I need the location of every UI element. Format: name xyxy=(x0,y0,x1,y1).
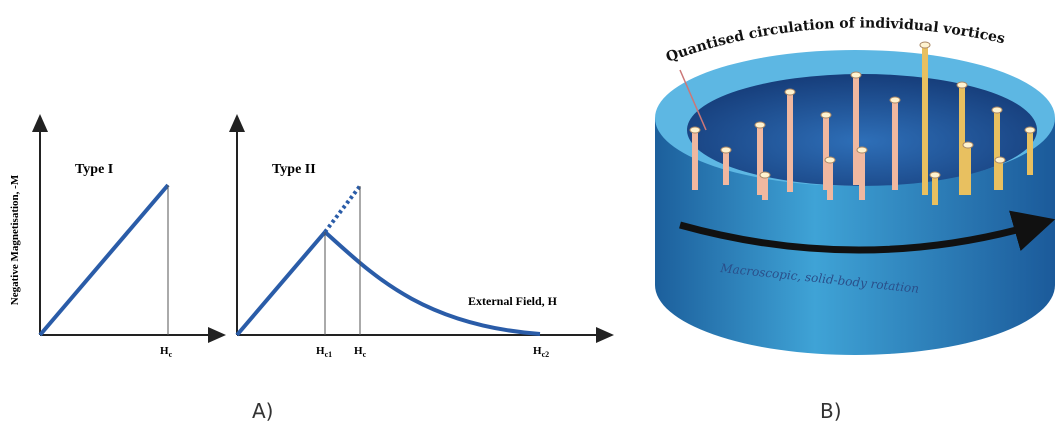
vortex xyxy=(723,150,729,185)
graph-type2: Type II Hc1 Hc Hc2 External Field, H xyxy=(237,122,606,359)
hc1-label: Hc1 xyxy=(316,345,332,359)
vortex xyxy=(1027,130,1033,175)
vortex-top xyxy=(992,107,1002,113)
sub: c2 xyxy=(542,350,550,359)
panel-label: A) xyxy=(252,399,273,423)
vortex-top xyxy=(1025,127,1035,133)
hc2-label: Hc2 xyxy=(533,345,549,359)
vortex xyxy=(827,160,833,200)
y-axis-label: Negative Magnetisation, -M xyxy=(9,174,21,305)
vortex-top xyxy=(821,112,831,118)
vortex-top xyxy=(721,147,731,153)
hc-label: Hc xyxy=(354,345,367,359)
vortex-top xyxy=(760,172,770,178)
figure: Type I Hc Negative Magnetisation, -M Typ… xyxy=(0,0,1064,429)
sub: c1 xyxy=(325,350,333,359)
type1-title: Type I xyxy=(75,162,113,177)
vortex xyxy=(762,175,768,200)
vortex-top xyxy=(930,172,940,178)
vortex-top xyxy=(690,127,700,133)
x-axis-label: External Field, H xyxy=(468,294,558,308)
vortex-top xyxy=(995,157,1005,163)
vortex xyxy=(859,150,865,200)
type2-title: Type II xyxy=(272,162,316,177)
hc-label: Hc xyxy=(160,345,173,359)
vortex-top xyxy=(825,157,835,163)
vortex-top xyxy=(851,72,861,78)
vortex-top xyxy=(785,89,795,95)
sub: c xyxy=(169,350,173,359)
vortex xyxy=(692,130,698,190)
vortex xyxy=(892,100,898,190)
cylinder xyxy=(655,42,1055,355)
vortex-top xyxy=(890,97,900,103)
vortex-top xyxy=(857,147,867,153)
vortex xyxy=(922,45,928,195)
vortex xyxy=(787,92,793,192)
vortex xyxy=(959,85,965,195)
sub: c xyxy=(363,350,367,359)
vortex-top xyxy=(963,142,973,148)
panel-label: B) xyxy=(820,399,842,423)
vortex xyxy=(997,160,1003,190)
vortex-top xyxy=(957,82,967,88)
graph-type1: Type I Hc Negative Magnetisation, -M xyxy=(9,122,218,359)
vortex-top xyxy=(755,122,765,128)
vortex-top xyxy=(920,42,930,48)
vortex xyxy=(965,145,971,195)
vortex xyxy=(853,75,859,185)
vortex xyxy=(932,175,938,205)
page: Type I Hc Negative Magnetisation, -M Typ… xyxy=(0,0,1064,429)
